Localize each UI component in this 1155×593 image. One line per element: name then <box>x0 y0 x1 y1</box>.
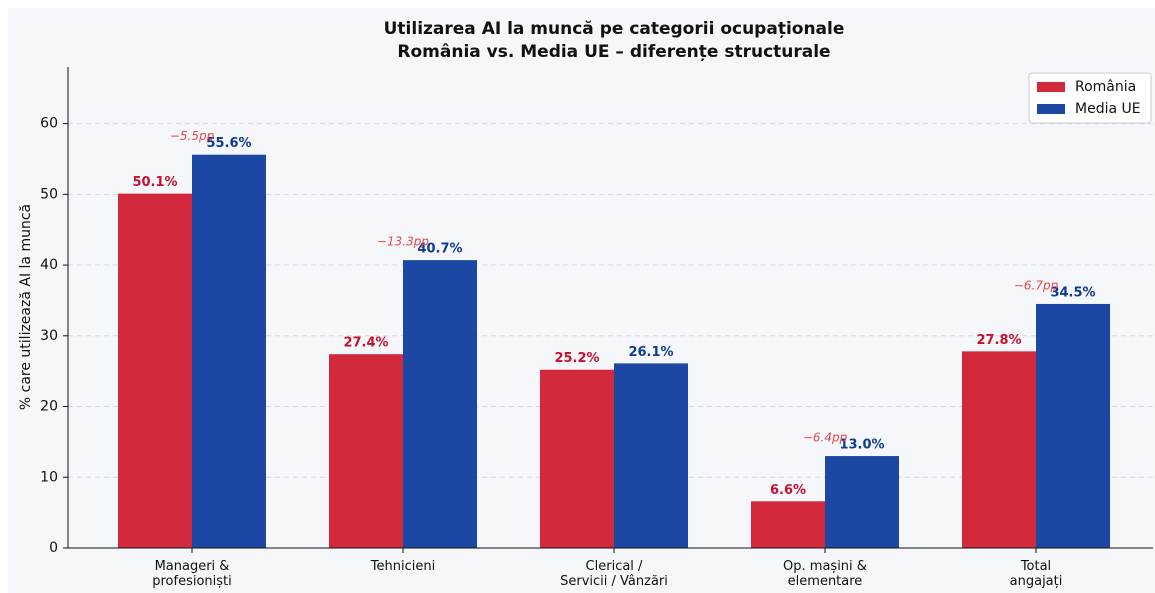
legend-label: România <box>1075 79 1136 95</box>
x-tick-label: Total angajați <box>1010 559 1063 589</box>
bar <box>1036 303 1110 548</box>
value-label: 34.5% <box>1050 285 1095 300</box>
value-label: 55.6% <box>206 136 251 151</box>
y-tick-label: 60 <box>40 116 58 132</box>
x-tick-label: Tehnicieni <box>370 559 435 574</box>
value-label: 25.2% <box>554 351 599 366</box>
value-label: 6.6% <box>770 483 806 498</box>
value-label: 40.7% <box>417 242 462 257</box>
y-tick-label: 0 <box>49 540 58 556</box>
x-tick-label-line: Manageri & <box>155 559 230 574</box>
bar <box>751 501 825 548</box>
legend-label: Media UE <box>1075 101 1141 117</box>
bar <box>540 369 614 548</box>
bar <box>192 154 266 548</box>
x-tick-label-line: Clerical / <box>586 559 644 574</box>
y-tick-label: 40 <box>40 257 58 273</box>
difference-annotation: −6.4pp <box>803 431 848 445</box>
x-tick-label-line: Total <box>1020 559 1051 574</box>
y-tick-label: 20 <box>40 399 58 415</box>
y-tick-label: 30 <box>40 328 58 344</box>
value-label: 27.4% <box>343 336 388 351</box>
bar <box>118 193 192 548</box>
difference-annotation: −6.7pp <box>1014 278 1059 292</box>
x-tick-label-line: profesioniști <box>152 574 232 589</box>
bar <box>962 351 1036 548</box>
value-label: 27.8% <box>976 333 1021 348</box>
bar <box>403 260 477 548</box>
value-label: 13.0% <box>839 438 884 453</box>
value-label: 50.1% <box>132 175 177 190</box>
x-tick-label-line: Servicii / Vânzări <box>560 574 668 589</box>
y-axis-label: % care utilizează AI la muncă <box>18 204 34 410</box>
x-tick-label: Clerical / Servicii / Vânzări <box>560 559 668 589</box>
value-label: 26.1% <box>628 345 673 360</box>
y-tick-label: 50 <box>40 186 58 202</box>
legend-swatch <box>1037 82 1065 92</box>
difference-annotation: −5.5pp <box>170 129 215 143</box>
bar <box>825 456 899 548</box>
legend-swatch <box>1037 104 1065 114</box>
y-tick-label: 10 <box>40 469 58 485</box>
chart-subtitle: România vs. Media UE – diferențe structu… <box>397 42 830 62</box>
x-tick-label-line: Op. mașini & <box>783 559 867 574</box>
bar <box>614 363 688 548</box>
chart-title: Utilizarea AI la muncă pe categorii ocup… <box>384 19 845 39</box>
difference-annotation: −13.3pp <box>377 235 429 249</box>
bar <box>329 354 403 548</box>
x-tick-label-line: Tehnicieni <box>370 559 435 574</box>
x-tick-label-line: elementare <box>788 574 863 589</box>
x-tick-label: Manageri & profesioniști <box>152 559 232 589</box>
x-tick-label: Op. mașini & elementare <box>783 559 867 589</box>
x-tick-label-line: angajați <box>1010 574 1063 589</box>
